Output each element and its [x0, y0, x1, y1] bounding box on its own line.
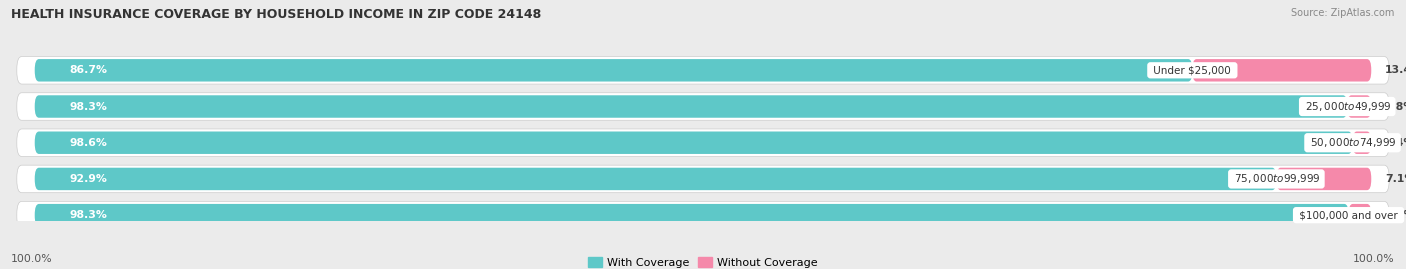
- FancyBboxPatch shape: [35, 59, 1192, 82]
- FancyBboxPatch shape: [1347, 95, 1371, 118]
- Text: 1.7%: 1.7%: [1385, 210, 1406, 220]
- Text: 98.6%: 98.6%: [69, 138, 107, 148]
- Text: $50,000 to $74,999: $50,000 to $74,999: [1308, 136, 1398, 149]
- FancyBboxPatch shape: [35, 95, 1347, 118]
- FancyBboxPatch shape: [35, 168, 1277, 190]
- FancyBboxPatch shape: [17, 56, 1389, 84]
- Text: $100,000 and over: $100,000 and over: [1296, 210, 1400, 220]
- Text: 86.7%: 86.7%: [69, 65, 107, 75]
- Legend: With Coverage, Without Coverage: With Coverage, Without Coverage: [588, 257, 818, 268]
- FancyBboxPatch shape: [17, 201, 1389, 229]
- Text: 1.8%: 1.8%: [1385, 101, 1406, 112]
- Text: Source: ZipAtlas.com: Source: ZipAtlas.com: [1291, 8, 1395, 18]
- Text: 1.4%: 1.4%: [1385, 138, 1406, 148]
- FancyBboxPatch shape: [35, 132, 1353, 154]
- FancyBboxPatch shape: [1348, 204, 1371, 226]
- Text: $25,000 to $49,999: $25,000 to $49,999: [1302, 100, 1392, 113]
- Text: $75,000 to $99,999: $75,000 to $99,999: [1232, 172, 1322, 185]
- Text: Under $25,000: Under $25,000: [1150, 65, 1234, 75]
- Text: 100.0%: 100.0%: [11, 254, 53, 264]
- FancyBboxPatch shape: [17, 129, 1389, 157]
- FancyBboxPatch shape: [1277, 168, 1371, 190]
- Text: 13.4%: 13.4%: [1385, 65, 1406, 75]
- FancyBboxPatch shape: [1192, 59, 1371, 82]
- FancyBboxPatch shape: [1353, 132, 1371, 154]
- Text: 100.0%: 100.0%: [1353, 254, 1395, 264]
- Text: 98.3%: 98.3%: [69, 101, 107, 112]
- Text: HEALTH INSURANCE COVERAGE BY HOUSEHOLD INCOME IN ZIP CODE 24148: HEALTH INSURANCE COVERAGE BY HOUSEHOLD I…: [11, 8, 541, 21]
- Text: 92.9%: 92.9%: [69, 174, 107, 184]
- FancyBboxPatch shape: [35, 204, 1348, 226]
- Text: 98.3%: 98.3%: [69, 210, 107, 220]
- Text: 7.1%: 7.1%: [1385, 174, 1406, 184]
- FancyBboxPatch shape: [17, 165, 1389, 193]
- FancyBboxPatch shape: [17, 93, 1389, 120]
